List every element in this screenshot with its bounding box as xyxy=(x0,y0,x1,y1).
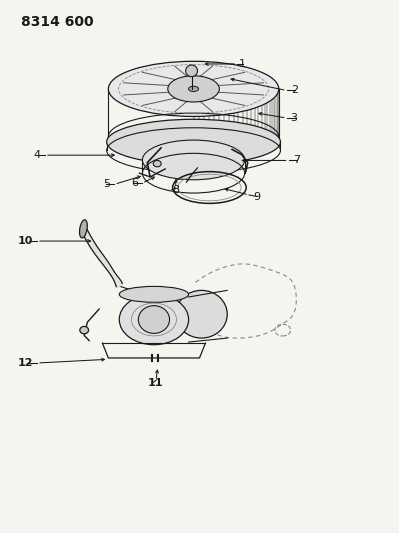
Ellipse shape xyxy=(119,286,189,302)
Text: 8314 600: 8314 600 xyxy=(21,14,94,29)
Text: 5: 5 xyxy=(103,179,111,189)
Ellipse shape xyxy=(138,305,170,333)
Ellipse shape xyxy=(189,86,199,92)
Text: 3: 3 xyxy=(290,113,298,123)
Ellipse shape xyxy=(80,326,89,334)
Ellipse shape xyxy=(186,65,198,77)
Ellipse shape xyxy=(168,76,219,102)
Text: 2: 2 xyxy=(290,85,298,95)
Ellipse shape xyxy=(79,220,87,238)
Text: 11: 11 xyxy=(148,378,164,388)
Text: 6: 6 xyxy=(131,178,138,188)
Text: 10: 10 xyxy=(18,236,33,246)
Text: 9: 9 xyxy=(253,191,260,201)
Ellipse shape xyxy=(119,294,189,345)
Text: 8: 8 xyxy=(172,184,179,195)
Ellipse shape xyxy=(109,61,279,116)
Text: 4: 4 xyxy=(34,150,41,160)
Ellipse shape xyxy=(176,290,227,338)
Ellipse shape xyxy=(142,140,245,180)
Ellipse shape xyxy=(153,160,161,167)
Text: 12: 12 xyxy=(18,358,33,368)
Text: 1: 1 xyxy=(239,59,246,69)
Ellipse shape xyxy=(107,119,280,165)
Text: 7: 7 xyxy=(292,156,300,165)
